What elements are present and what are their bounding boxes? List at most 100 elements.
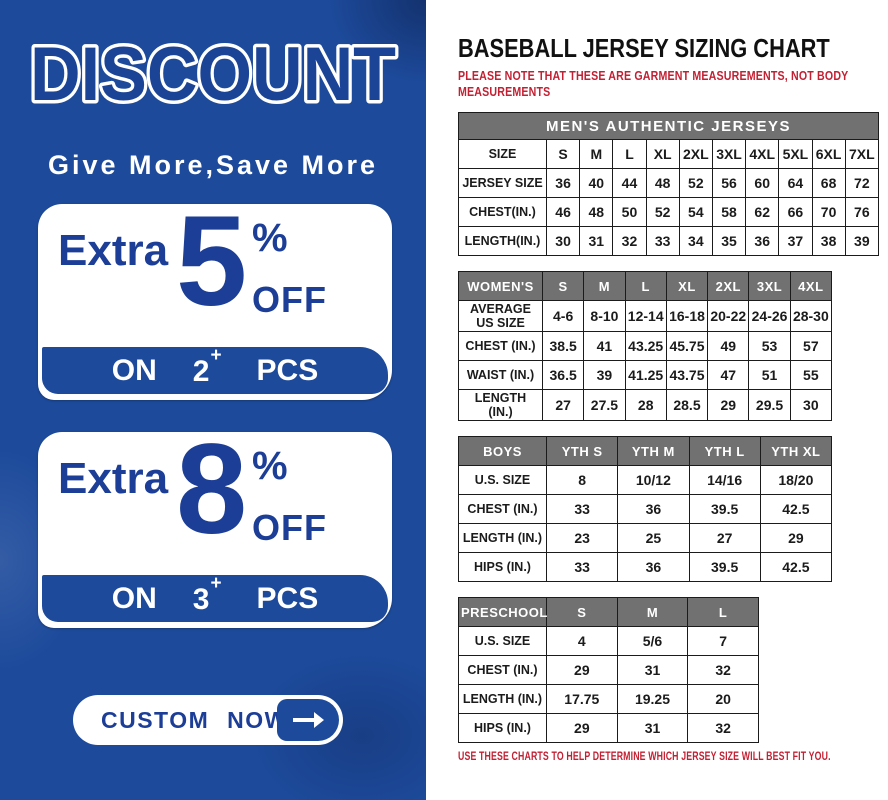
on-label: ON [111,353,157,387]
value-cell: 24-26 [748,300,791,333]
value-cell: 14/16 [688,465,761,496]
value-cell: 30 [789,389,833,422]
table-row: LENGTH (IN.) 17.75 19.25 20 [458,684,759,715]
value-cell: 36 [617,494,690,525]
value-cell: 52 [678,168,713,199]
row-label-cell: PRESCHOOL [458,597,547,628]
value-cell: 33 [645,226,680,257]
table-row: CHEST (IN.) 33 36 39.5 42.5 [458,494,833,525]
value-cell: 20 [687,684,759,715]
value-cell: 64 [778,168,813,199]
value-cell: 70 [811,197,846,228]
value-cell: S [546,597,618,628]
value-cell: 29 [546,713,618,744]
value-cell: 36.5 [541,360,585,391]
offer-condition-band: ON 3+ PCS [42,574,388,622]
row-label-cell: HIPS (IN.) [458,552,547,583]
row-label-cell: U.S. SIZE [458,465,547,496]
value-cell: L [624,271,667,302]
table-row: U.S. SIZE 4 5/6 7 [458,626,759,657]
value-cell: 43.75 [665,360,709,391]
row-label-cell: BOYS [458,436,547,467]
value-cell: 51 [748,360,791,391]
value-cell: 38 [811,226,846,257]
row-label-cell: LENGTH (IN.) [458,389,543,422]
value-cell: 56 [711,168,747,199]
value-cell: 4XL [789,271,833,302]
value-cell: 44 [612,168,647,199]
value-cell: 58 [711,197,747,228]
quantity: 3+ [193,574,222,615]
value-cell: 76 [844,197,880,228]
percent-sign: % [252,444,288,488]
value-cell: 39.5 [688,494,761,525]
value-cell: 33 [545,552,619,583]
value-cell: 4 [546,626,618,657]
discount-outlined-text: DISCOUNT [27,29,400,121]
table-row: PRESCHOOL S M L [458,597,759,628]
value-cell: 16-18 [665,300,709,333]
row-label-cell: LENGTH (IN.) [458,523,547,554]
value-cell: 50 [612,197,647,228]
custom-now-button[interactable]: CUSTOM NOW [73,695,343,745]
table-row: BOYS YTH S YTH M YTH L YTH XL [458,436,833,467]
row-label-cell: SIZE [458,139,547,170]
value-cell: 60 [745,168,780,199]
off-label: OFF [252,507,327,548]
value-cell: 49 [707,331,750,362]
value-cell: 18/20 [759,465,833,496]
row-label-cell: WAIST (IN.) [458,360,543,391]
value-cell: 38.5 [541,331,585,362]
value-cell: 41.25 [624,360,667,391]
value-cell: 2XL [707,271,750,302]
table-row: WAIST (IN.) 36.5 39 41.25 43.75 47 51 55 [458,360,833,391]
table-row: CHEST(IN.) 46 48 50 52 54 58 62 66 70 76 [458,197,880,228]
value-cell: S [545,139,581,170]
value-cell: 29 [546,655,618,686]
value-cell: 31 [616,655,689,686]
value-cell: 42.5 [759,552,833,583]
discount-panel: DISCOUNT Give More,Save More Extra 5 % O… [0,0,426,800]
value-cell: 34 [678,226,713,257]
value-cell: 5/6 [616,626,689,657]
discount-text: DISCOUNT [30,32,396,117]
row-label-cell: CHEST (IN.) [458,655,547,686]
plus-sign: + [210,344,222,366]
custom-now-label: CUSTOM NOW [101,706,288,733]
value-cell: 10/12 [617,465,690,496]
pcs-label: PCS [256,581,319,615]
value-cell: 28.5 [665,389,709,422]
value-cell: 2XL [678,139,713,170]
value-cell: 27 [541,389,585,422]
row-label-cell: U.S. SIZE [458,626,547,657]
offer-percent-off: % OFF [252,446,327,546]
value-cell: 45.75 [665,331,709,362]
row-label-cell: AVERAGE US SIZE [458,300,543,333]
table-row: LENGTH (IN.) 23 25 27 29 [458,523,833,554]
discount-headline: DISCOUNT [0,28,426,125]
value-cell: 46 [545,197,581,228]
value-cell: 72 [844,168,880,199]
value-cell: 30 [545,226,581,257]
value-cell: 29 [707,389,750,422]
row-label-cell: JERSEY SIZE [458,168,547,199]
value-cell: 8-10 [583,300,626,333]
value-cell: 5XL [778,139,813,170]
value-cell: 32 [612,226,647,257]
value-cell: 43.25 [624,331,667,362]
value-cell: 28 [624,389,667,422]
boys-sizing-table: BOYS YTH S YTH M YTH L YTH XL U.S. SIZE 8 10/12… [458,436,833,583]
value-cell: 20-22 [707,300,750,333]
value-cell: L [612,139,647,170]
value-cell: 36 [617,552,690,583]
value-cell: 17.75 [546,684,618,715]
mens-sizing-table: MEN'S AUTHENTIC JERSEYS SIZE S M L XL 2XL 3XL 4X… [458,112,880,257]
value-cell: XL [665,271,709,302]
mens-grid: SIZE S M L XL 2XL 3XL 4XL 5XL 6XL 7XL JERSEY SIZE 36… [458,139,880,257]
value-cell: L [687,597,759,628]
value-cell: M [583,271,626,302]
value-cell: YTH XL [759,436,833,467]
right-arrow-icon [277,699,339,741]
offer-top: Extra 8 % OFF [38,419,392,575]
value-cell: 48 [645,168,680,199]
